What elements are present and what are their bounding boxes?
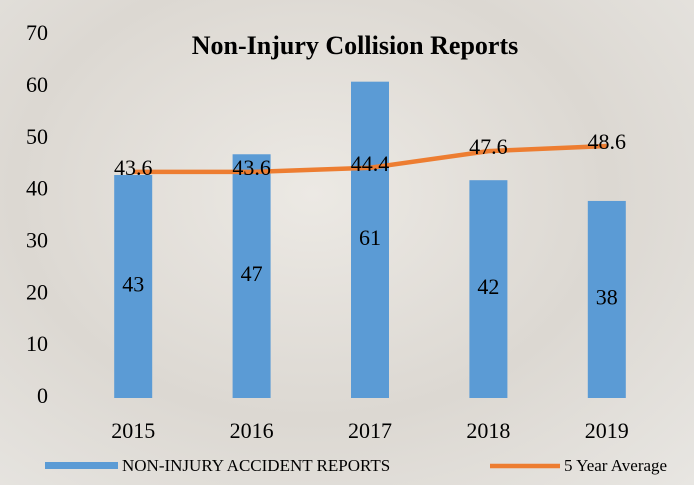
bar-value-label: 43 — [122, 272, 144, 297]
line-value-label: 43.6 — [114, 155, 153, 180]
y-tick-label: 70 — [26, 20, 48, 45]
y-tick-label: 30 — [26, 227, 48, 252]
x-tick-label: 2017 — [348, 418, 392, 443]
x-tick-label: 2016 — [230, 418, 274, 443]
legend-swatch — [45, 462, 118, 469]
y-tick-label: 0 — [37, 383, 48, 408]
line-value-label: 44.4 — [351, 151, 390, 176]
legend-label: NON-INJURY ACCIDENT REPORTS — [122, 456, 390, 475]
bar-value-label: 38 — [596, 285, 618, 310]
chart: Non-Injury Collision Reports 0 10 20 30 40 50… — [0, 0, 694, 485]
chart-title: Non-Injury Collision Reports — [192, 31, 518, 60]
line-value-label: 47.6 — [469, 134, 508, 159]
legend-label: 5 Year Average — [564, 456, 667, 475]
bar-value-label: 61 — [359, 225, 381, 250]
x-tick-label: 2018 — [466, 418, 510, 443]
bar-value-label: 47 — [241, 261, 263, 286]
y-tick-label: 20 — [26, 279, 48, 304]
x-tick-label: 2015 — [111, 418, 155, 443]
x-tick-label: 2019 — [585, 418, 629, 443]
line-value-label: 43.6 — [232, 155, 271, 180]
y-tick-label: 60 — [26, 72, 48, 97]
y-tick-label: 40 — [26, 176, 48, 201]
y-tick-label: 50 — [26, 124, 48, 149]
y-tick-label: 10 — [26, 331, 48, 356]
bar-value-label: 42 — [477, 274, 499, 299]
line-value-label: 48.6 — [588, 129, 627, 154]
